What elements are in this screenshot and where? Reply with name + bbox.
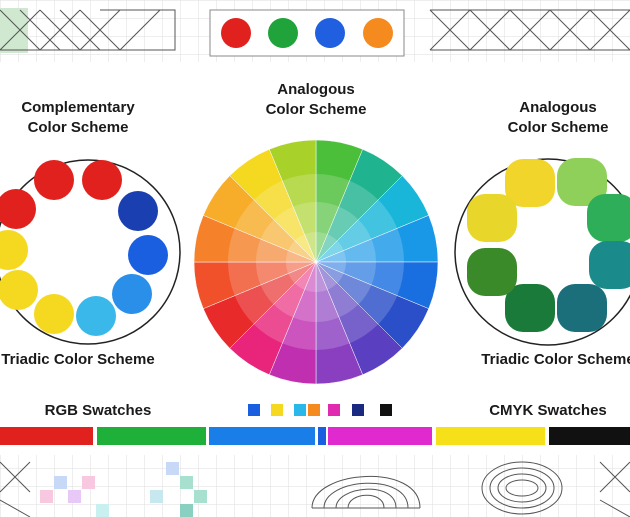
swatch-dot — [363, 18, 393, 48]
pixel — [166, 462, 179, 475]
color-wheel — [193, 139, 439, 385]
pixel — [68, 490, 81, 503]
analogous-blobs — [467, 158, 630, 332]
color-dot — [82, 160, 122, 200]
small-swatch — [380, 404, 392, 416]
pixel — [96, 504, 109, 517]
rgb-label: RGB Swatches — [45, 402, 152, 419]
color-blob — [505, 284, 555, 332]
pixel-squares — [40, 462, 207, 517]
swatch-bar — [97, 427, 206, 445]
color-blob — [557, 284, 607, 332]
small-swatch — [328, 404, 340, 416]
pixel — [40, 490, 53, 503]
complementary-dots — [0, 160, 168, 336]
color-dot — [118, 191, 158, 231]
wheel-segment — [268, 139, 317, 263]
right-title: Analogous — [519, 99, 597, 116]
small-swatch — [294, 404, 306, 416]
swatch-bar — [436, 427, 545, 445]
small-swatch — [308, 404, 320, 416]
color-blob — [589, 241, 630, 289]
left-title: Color Scheme — [28, 119, 129, 136]
swatch-bar — [318, 427, 326, 445]
small-swatch — [352, 404, 364, 416]
color-dot — [112, 274, 152, 314]
center-title: Analogous — [277, 81, 355, 98]
color-dot — [128, 235, 168, 275]
wheel-tint — [256, 202, 376, 322]
swatch-bar — [328, 427, 432, 445]
color-dot — [0, 270, 38, 310]
small-swatch — [271, 404, 283, 416]
pixel — [180, 476, 193, 489]
swatch-bar — [0, 427, 93, 445]
pixel — [180, 504, 193, 517]
pixel — [150, 490, 163, 503]
pixel — [82, 476, 95, 489]
color-dot — [76, 296, 116, 336]
color-dot — [0, 230, 28, 270]
swatches — [0, 404, 630, 445]
wheel-tint — [228, 174, 404, 350]
color-blob — [467, 248, 517, 296]
color-blob — [467, 194, 517, 242]
top-right-pattern — [429, 9, 630, 51]
swatch-bar — [549, 427, 630, 445]
wheel-tint — [286, 232, 346, 292]
left-caption: Triadic Color Scheme — [1, 351, 154, 368]
color-dot — [34, 294, 74, 334]
pixel — [54, 476, 67, 489]
pixel — [194, 490, 207, 503]
bottom-pattern — [0, 461, 630, 517]
center-title: Color Scheme — [266, 101, 367, 118]
small-swatch — [248, 404, 260, 416]
right-caption: Triadic Color Scheme — [481, 351, 630, 368]
swatch-dot — [315, 18, 345, 48]
cmyk-label: CMYK Swatches — [489, 402, 607, 419]
swatch-dot — [221, 18, 251, 48]
color-blob — [587, 194, 630, 242]
swatch-dot — [268, 18, 298, 48]
top-left-pattern — [0, 8, 176, 53]
color-blob — [557, 158, 607, 206]
color-dot — [34, 160, 74, 200]
right-title: Color Scheme — [508, 119, 609, 136]
color-blob — [505, 159, 555, 207]
swatch-bar — [209, 427, 315, 445]
left-title: Complementary — [21, 99, 135, 116]
color-dot — [0, 189, 36, 229]
